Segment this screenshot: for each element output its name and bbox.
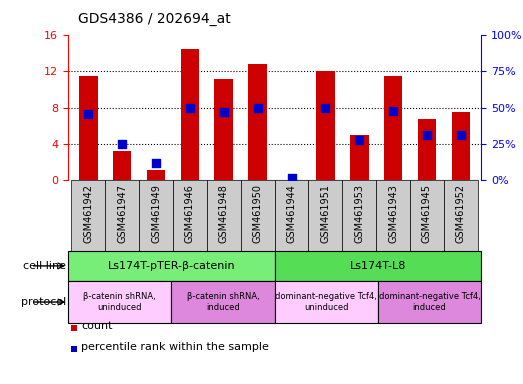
Text: percentile rank within the sample: percentile rank within the sample xyxy=(81,342,269,352)
Bar xyxy=(444,180,478,251)
Bar xyxy=(147,170,165,180)
Bar xyxy=(384,76,402,180)
Bar xyxy=(214,79,233,180)
Text: β-catenin shRNA,
induced: β-catenin shRNA, induced xyxy=(187,292,259,312)
Text: Ls174T-L8: Ls174T-L8 xyxy=(350,261,406,271)
Point xyxy=(321,105,329,111)
Point xyxy=(287,174,295,180)
Point xyxy=(389,108,397,114)
FancyBboxPatch shape xyxy=(275,251,481,281)
Text: GSM461943: GSM461943 xyxy=(388,184,398,243)
Bar xyxy=(139,180,173,251)
Bar xyxy=(451,112,470,180)
Bar xyxy=(180,49,199,180)
Bar xyxy=(343,180,376,251)
FancyBboxPatch shape xyxy=(378,281,481,323)
Bar xyxy=(309,180,343,251)
Point xyxy=(84,111,93,117)
Text: GSM461949: GSM461949 xyxy=(151,184,161,243)
Text: GSM461945: GSM461945 xyxy=(422,184,432,243)
Text: dominant-negative Tcf4,
induced: dominant-negative Tcf4, induced xyxy=(379,292,481,312)
Text: GSM461950: GSM461950 xyxy=(253,184,263,243)
Text: GSM461948: GSM461948 xyxy=(219,184,229,243)
FancyBboxPatch shape xyxy=(275,281,378,323)
Text: GSM461944: GSM461944 xyxy=(287,184,297,243)
Bar xyxy=(418,119,436,180)
Bar xyxy=(316,71,335,180)
Bar xyxy=(275,180,309,251)
Point xyxy=(254,105,262,111)
Point xyxy=(457,132,465,139)
Text: GSM461946: GSM461946 xyxy=(185,184,195,243)
Text: GSM461952: GSM461952 xyxy=(456,184,466,243)
Point xyxy=(118,141,127,147)
Bar xyxy=(173,180,207,251)
Bar xyxy=(105,180,139,251)
Bar xyxy=(207,180,241,251)
Text: GSM461951: GSM461951 xyxy=(321,184,331,243)
Bar xyxy=(79,76,98,180)
Text: GSM461953: GSM461953 xyxy=(354,184,364,243)
Point xyxy=(220,109,228,115)
Text: GSM461947: GSM461947 xyxy=(117,184,127,243)
Bar xyxy=(241,180,275,251)
FancyBboxPatch shape xyxy=(172,281,275,323)
Bar xyxy=(376,180,410,251)
Bar xyxy=(71,180,105,251)
Point xyxy=(423,132,431,139)
Point xyxy=(186,105,194,111)
Bar xyxy=(350,135,369,180)
Text: GSM461942: GSM461942 xyxy=(83,184,93,243)
Text: count: count xyxy=(81,321,112,331)
FancyBboxPatch shape xyxy=(68,251,275,281)
Point xyxy=(152,160,160,166)
Text: Ls174T-pTER-β-catenin: Ls174T-pTER-β-catenin xyxy=(107,261,235,271)
Text: β-catenin shRNA,
uninduced: β-catenin shRNA, uninduced xyxy=(83,292,156,312)
Text: GDS4386 / 202694_at: GDS4386 / 202694_at xyxy=(78,12,231,25)
Bar xyxy=(113,151,131,180)
Text: protocol: protocol xyxy=(21,297,66,307)
Point xyxy=(355,137,363,143)
Bar xyxy=(410,180,444,251)
FancyBboxPatch shape xyxy=(68,281,172,323)
Text: cell line: cell line xyxy=(23,261,66,271)
Text: dominant-negative Tcf4,
uninduced: dominant-negative Tcf4, uninduced xyxy=(275,292,377,312)
Bar xyxy=(248,64,267,180)
